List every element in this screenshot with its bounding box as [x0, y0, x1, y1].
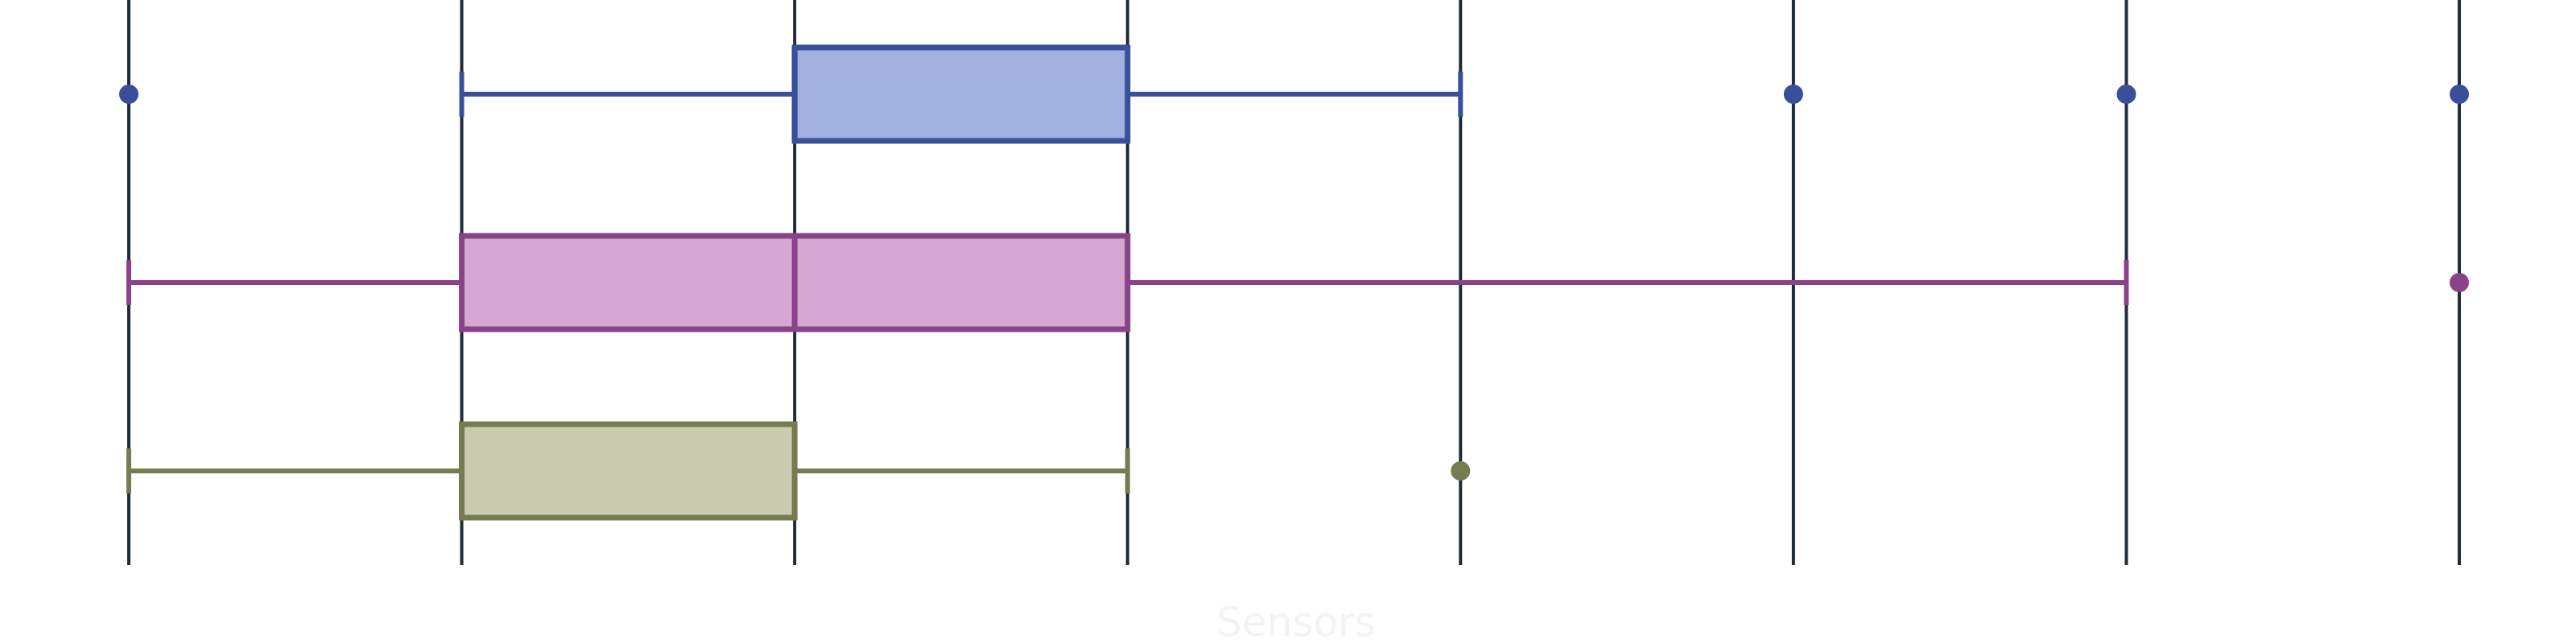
- x-axis-title: Sensors: [1216, 599, 1375, 644]
- outlier-point-1: [2450, 273, 2469, 292]
- box-series: [119, 44, 2469, 521]
- outlier-point-1: [119, 85, 138, 104]
- box-3: [126, 421, 1471, 521]
- iqr-box: [791, 44, 1131, 144]
- box-2: [126, 233, 2469, 332]
- outlier-point-2: [1783, 85, 1803, 104]
- box-1: [119, 44, 2469, 144]
- outlier-point-4: [2450, 85, 2469, 104]
- outlier-point-1: [1451, 461, 1471, 481]
- outlier-point-3: [2116, 85, 2136, 104]
- iqr-box: [459, 421, 798, 521]
